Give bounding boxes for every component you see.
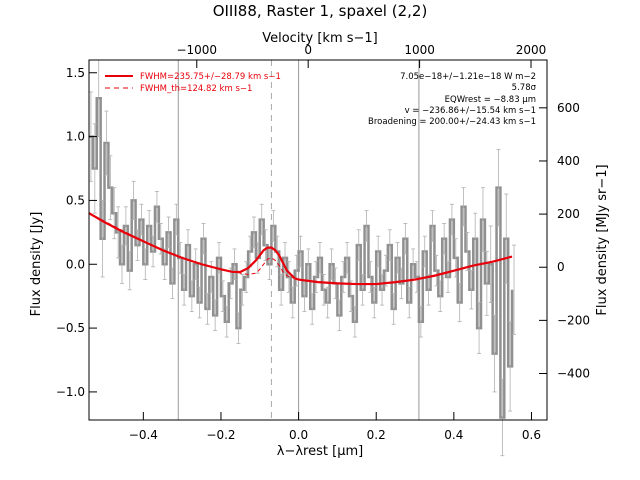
legend: FWHM=235.75+/−28.79 km s−1 FWHM_th=124.8… <box>105 72 281 94</box>
right-tick-label-1: −200 <box>557 313 590 327</box>
plot-frame <box>88 59 548 421</box>
top-tick-label-0: −1000 <box>176 43 217 57</box>
top-tick-label-2: 1000 <box>404 43 435 57</box>
left-axis-label: Flux density [Jy] <box>29 212 44 317</box>
bottom-tick-label-0: −0.4 <box>129 428 158 442</box>
top-tick-label-1: 0 <box>304 43 312 57</box>
annotation-block: 7.05e−18+/−1.21e−18 W m−2 5.78σ EQWrest … <box>368 72 537 127</box>
right-tick-label-5: 600 <box>557 101 580 115</box>
fit-line <box>88 212 513 286</box>
legend-entry-fwhm-th: FWHM_th=124.82 km s−1 <box>140 84 252 94</box>
annotation-broadening: Broadening = 200.00+/−24.43 km s−1 <box>368 117 536 127</box>
left-tick-label-4: 1.0 <box>66 130 85 144</box>
data-series-group <box>88 59 517 457</box>
annotation-velocity: v = −236.86+/−15.54 km s−1 <box>405 106 536 116</box>
right-axis-label: Flux density [MJy sr−1] <box>595 164 610 315</box>
left-tick-label-0: −1.0 <box>56 385 85 399</box>
annotation-eqw: EQWrest = −8.83 μm <box>445 95 536 105</box>
fit-series-group <box>88 212 513 286</box>
right-tick-label-0: −400 <box>557 367 590 381</box>
bottom-tick-label-1: −0.2 <box>206 428 235 442</box>
right-tick-label-4: 400 <box>557 154 580 168</box>
bottom-tick-label-3: 0.2 <box>367 428 386 442</box>
reference-lines <box>177 60 420 420</box>
bottom-tick-label-2: 0.0 <box>289 428 308 442</box>
right-tick-label-2: 0 <box>557 260 565 274</box>
legend-entry-fwhm: FWHM=235.75+/−28.79 km s−1 <box>140 72 281 82</box>
bottom-tick-label-5: 0.6 <box>522 428 541 442</box>
annotation-significance: 5.78σ <box>512 83 537 93</box>
left-tick-label-3: 0.5 <box>66 193 85 207</box>
top-axis-label: Velocity [km s−1] <box>262 31 378 46</box>
chart-title: OIII88, Raster 1, spaxel (2,2) <box>213 2 428 20</box>
annotation-line-flux: 7.05e−18+/−1.21e−18 W m−2 <box>400 72 536 82</box>
top-tick-label-3: 2000 <box>516 43 547 57</box>
axis-ticks-group: −0.4 −0.2 0.0 0.2 0.4 0.6 −1.0 −0.5 0.0 0.5 1.0 1.5… <box>56 43 590 442</box>
left-tick-label-2: 0.0 <box>66 257 85 271</box>
data-step-line <box>89 97 514 419</box>
right-tick-label-3: 200 <box>557 207 580 221</box>
bottom-axis-label: λ−λrest [μm] <box>277 444 363 459</box>
bottom-tick-label-4: 0.4 <box>444 428 463 442</box>
left-tick-label-5: 1.5 <box>66 66 85 80</box>
left-tick-label-1: −0.5 <box>56 321 85 335</box>
fit-thermal-line <box>88 212 513 285</box>
